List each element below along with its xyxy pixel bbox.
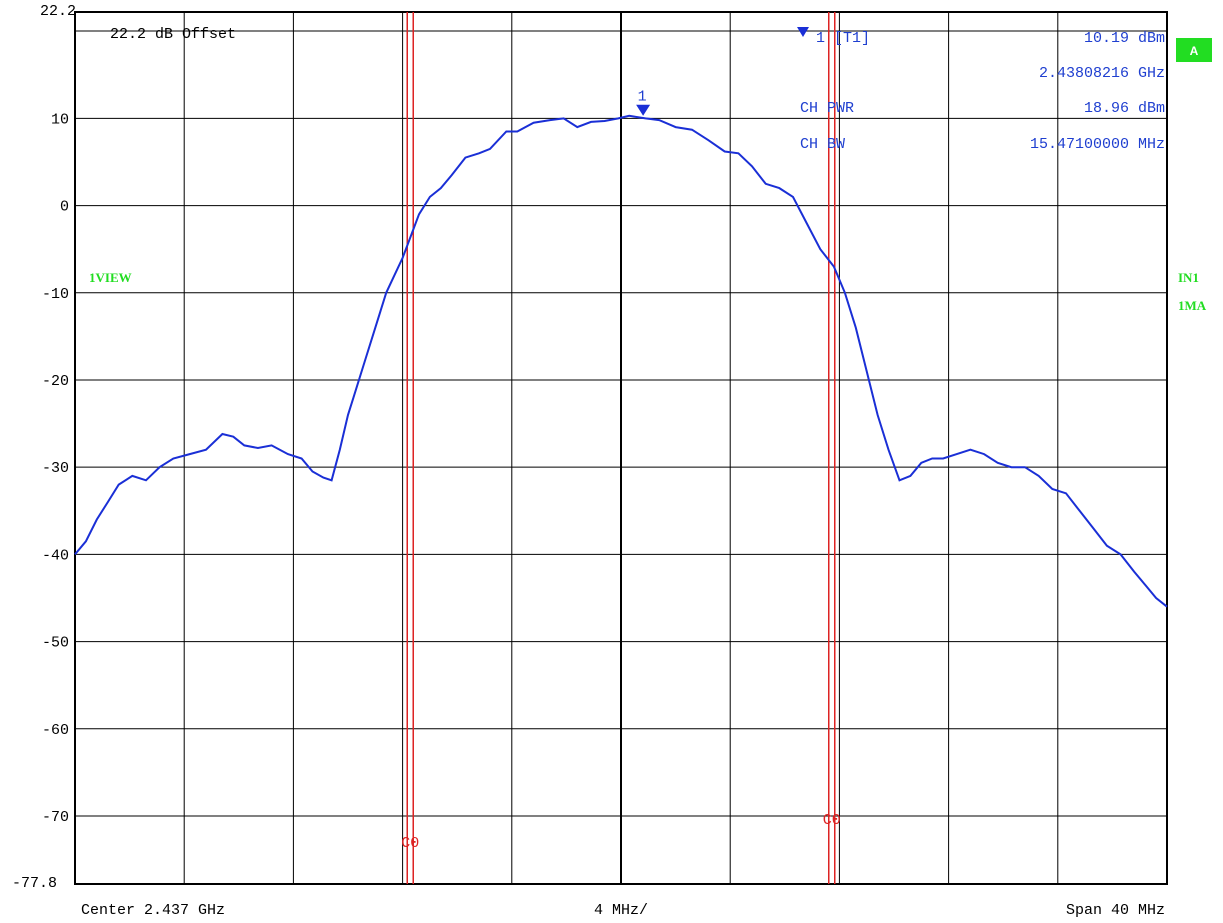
mode-label: 1MA bbox=[1178, 298, 1207, 313]
y-axis-ticks: 10 0 -10 -20 -30 -40 -50 -60 -70 bbox=[42, 111, 69, 826]
marker-level: 10.19 dBm bbox=[1084, 30, 1165, 47]
ch-pwr-value: 18.96 dBm bbox=[1084, 100, 1165, 117]
channel-label: C0 bbox=[401, 835, 419, 852]
ch-pwr-label: CH PWR bbox=[800, 100, 854, 117]
trace-mode-label: 1VIEW bbox=[89, 270, 132, 285]
ch-bw-value: 15.47100000 MHz bbox=[1030, 136, 1165, 153]
y-tick-label: -30 bbox=[42, 460, 69, 477]
ref-level-label: 22.2 bbox=[40, 3, 76, 20]
badge-background bbox=[1176, 38, 1212, 62]
badge-label: A bbox=[1190, 44, 1199, 58]
division-label: 4 MHz/ bbox=[594, 902, 648, 919]
ch-bw-label: CH BW bbox=[800, 136, 845, 153]
marker-triangle-icon bbox=[636, 104, 651, 116]
center-frequency-label: Center 2.437 GHz bbox=[81, 902, 225, 919]
marker-tag: 1 [T1] bbox=[816, 30, 870, 47]
y-tick-label: -10 bbox=[42, 286, 69, 303]
marker-frequency: 2.43808216 GHz bbox=[1039, 65, 1165, 82]
channel-lines: C0 C0 bbox=[401, 12, 841, 884]
marker-number: 1 bbox=[638, 89, 647, 106]
span-label: Span 40 MHz bbox=[1066, 902, 1165, 919]
y-tick-label: 0 bbox=[60, 199, 69, 216]
bottom-level-label: -77.8 bbox=[12, 875, 57, 892]
y-tick-label: 10 bbox=[51, 111, 69, 128]
trace-line bbox=[74, 114, 1168, 608]
grid bbox=[75, 12, 1167, 884]
y-tick-label: -20 bbox=[42, 373, 69, 390]
marker-tag-icon bbox=[797, 27, 809, 37]
marker-1: 1 bbox=[636, 89, 651, 116]
y-tick-label: -70 bbox=[42, 809, 69, 826]
input-label: IN1 bbox=[1178, 270, 1199, 285]
y-tick-label: -40 bbox=[42, 547, 69, 564]
y-tick-label: -50 bbox=[42, 635, 69, 652]
offset-label: 22.2 dB Offset bbox=[110, 26, 236, 43]
channel-label: C0 bbox=[823, 812, 841, 829]
plot-frame bbox=[74, 11, 1168, 885]
y-tick-label: -60 bbox=[42, 722, 69, 739]
